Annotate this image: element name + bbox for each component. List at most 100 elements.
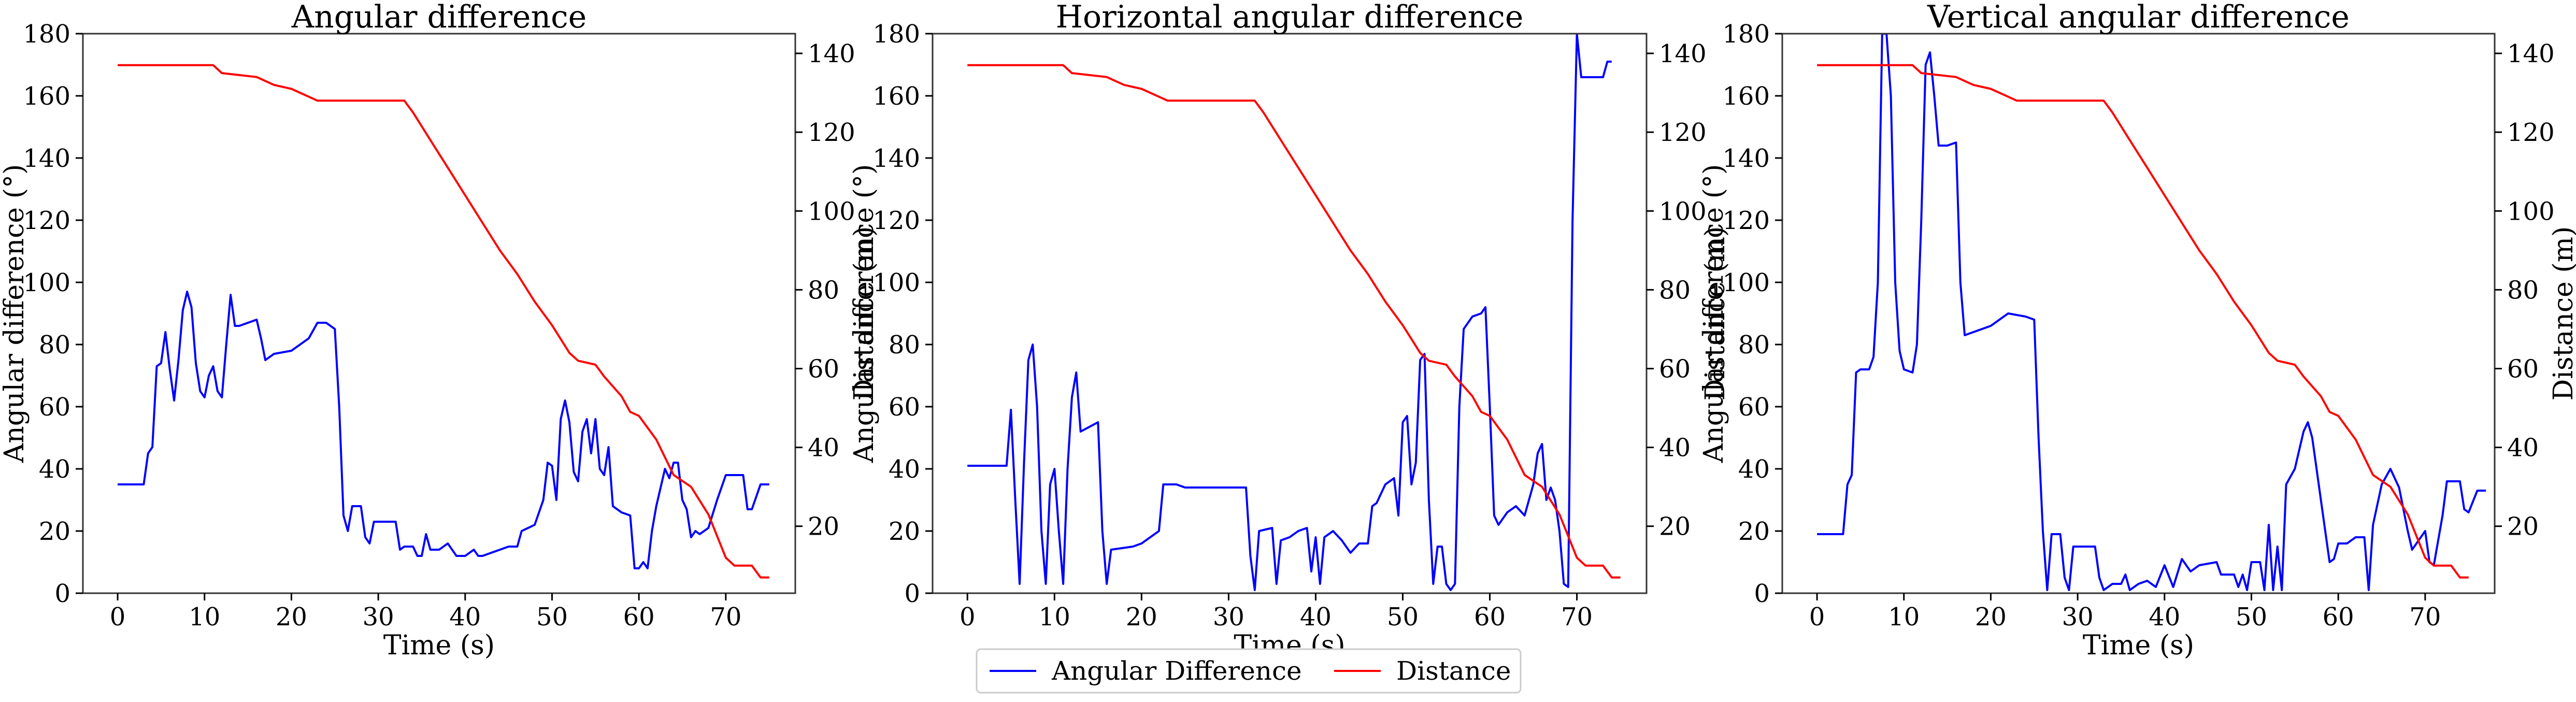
series-line-distance	[1817, 64, 2469, 579]
legend-label-distance: Distance	[1396, 656, 1511, 686]
y-tick-label: 100	[1722, 268, 1770, 297]
chart-title: Angular difference	[291, 0, 586, 35]
y-tick-label: 60	[39, 393, 70, 422]
y-tick-label: 160	[1722, 82, 1770, 111]
x-tick-label: 70	[710, 603, 741, 632]
x-tick-label: 0	[960, 603, 976, 632]
y-tick-label: 0	[904, 579, 920, 608]
y-tick-label: 120	[1722, 206, 1770, 235]
x-tick-label: 70	[1561, 603, 1593, 632]
y2-axis-label: Distance (m)	[1700, 226, 1731, 401]
y-tick-label: 60	[1738, 393, 1770, 422]
legend: Angular Difference Distance	[976, 648, 1522, 694]
y2-tick-label: 80	[808, 276, 839, 305]
chart-panel-1: 0 10 20 30 40 50 60 70 0 20 40 60 80 100 120 140 160 180 2…	[0, 0, 880, 661]
x-tick-label: 30	[363, 603, 394, 632]
y-tick-label: 60	[889, 393, 920, 422]
y2-tick-label: 20	[808, 512, 839, 541]
x-tick-label: 60	[2323, 603, 2354, 632]
chart-panel-2: 0 10 20 30 40 50 60 70 0 20 40 60 80 100 120 140 160 180 2…	[849, 0, 1731, 661]
y-tick-label: 80	[889, 331, 920, 360]
chart-panels: 0 10 20 30 40 50 60 700204060801001201401601802…	[0, 0, 2576, 661]
y-tick-label: 20	[889, 517, 920, 546]
x-tick-label: 40	[1300, 603, 1332, 632]
y2-tick-label: 20	[2507, 512, 2539, 541]
y-tick-label: 120	[872, 206, 920, 235]
x-tick-label: 0	[110, 603, 126, 632]
y2-tick-label: 40	[808, 434, 839, 463]
x-tick-label: 70	[2409, 603, 2441, 632]
y2-axis-label: Distance (m)	[849, 226, 880, 401]
legend-frame	[976, 648, 1522, 694]
x-tick-label: 10	[189, 603, 220, 632]
chart-title: Vertical angular difference	[1927, 0, 2350, 35]
y-tick-label: 40	[1738, 455, 1770, 484]
y-tick-label: 0	[54, 579, 70, 608]
y2-tick-label: 120	[808, 118, 855, 147]
x-tick-label: 60	[1474, 603, 1506, 632]
series-line-angular-difference	[967, 34, 1612, 591]
legend-label-angular-difference: Angular Difference	[1051, 656, 1302, 686]
y-tick-label: 180	[23, 20, 70, 49]
x-tick-label: 30	[2062, 603, 2094, 632]
y-tick-label: 180	[872, 20, 920, 49]
y2-tick-label: 120	[1659, 118, 1707, 147]
y2-tick-label: 140	[1659, 39, 1707, 68]
chart-title: Horizontal angular difference	[1056, 0, 1524, 35]
y-tick-label: 80	[39, 331, 70, 360]
y-tick-label: 140	[1722, 144, 1770, 173]
x-tick-label: 40	[449, 603, 481, 632]
y2-tick-label: 40	[1659, 434, 1691, 463]
y2-tick-label: 100	[808, 197, 855, 226]
y2-tick-label: 100	[2507, 197, 2555, 226]
x-tick-label: 10	[1039, 603, 1070, 632]
y2-axis-label: Distance (m)	[2548, 226, 2576, 401]
y2-tick-label: 60	[808, 354, 839, 383]
x-tick-label: 20	[1126, 603, 1157, 632]
x-tick-label: 50	[536, 603, 568, 632]
y-axis-label: Angular difference (°)	[0, 164, 30, 464]
y-tick-label: 140	[872, 144, 920, 173]
y-tick-label: 80	[1738, 331, 1770, 360]
x-tick-label: 40	[2149, 603, 2180, 632]
y2-tick-label: 120	[2507, 118, 2555, 147]
plot-frame	[932, 33, 1648, 594]
y-tick-label: 20	[1738, 517, 1770, 546]
y-axis-label: Angular difference (°)	[1698, 164, 1729, 464]
y-tick-label: 140	[23, 144, 70, 173]
y-tick-label: 160	[23, 82, 70, 111]
series-line-angular-difference	[118, 291, 769, 569]
y-tick-label: 40	[889, 455, 920, 484]
y2-tick-label: 140	[2507, 39, 2555, 68]
y2-tick-label: 60	[2507, 354, 2539, 383]
x-tick-label: 0	[1809, 603, 1825, 632]
series-line-angular-difference	[1817, 34, 2486, 591]
x-axis-label: Time (s)	[2083, 630, 2194, 661]
y2-tick-label: 20	[1659, 512, 1691, 541]
y2-tick-label: 140	[808, 39, 855, 68]
chart-panel-3: 0 10 20 30 40 50 60 70 0 20 40 60 80 100 120 140 160 180 2…	[1698, 0, 2576, 661]
y2-tick-label: 60	[1659, 354, 1691, 383]
x-tick-label: 10	[1888, 603, 1920, 632]
y-tick-label: 20	[39, 517, 70, 546]
plot-frame	[1781, 33, 2496, 594]
y-tick-label: 100	[872, 268, 920, 297]
y-tick-label: 40	[39, 455, 70, 484]
x-tick-label: 30	[1213, 603, 1244, 632]
y2-tick-label: 40	[2507, 434, 2539, 463]
y2-tick-label: 100	[1659, 197, 1707, 226]
x-tick-label: 50	[1387, 603, 1419, 632]
x-tick-label: 20	[276, 603, 307, 632]
y-tick-label: 180	[1722, 20, 1770, 49]
x-tick-label: 20	[1975, 603, 2007, 632]
y-tick-label: 160	[872, 82, 920, 111]
y-tick-label: 120	[23, 206, 70, 235]
y-tick-label: 0	[1754, 579, 1770, 608]
series-line-distance	[967, 64, 1621, 579]
plot-frame	[82, 33, 796, 594]
y2-tick-label: 80	[1659, 276, 1691, 305]
y2-tick-label: 80	[2507, 276, 2539, 305]
series-line-distance	[118, 64, 769, 579]
x-tick-label: 50	[2236, 603, 2267, 632]
